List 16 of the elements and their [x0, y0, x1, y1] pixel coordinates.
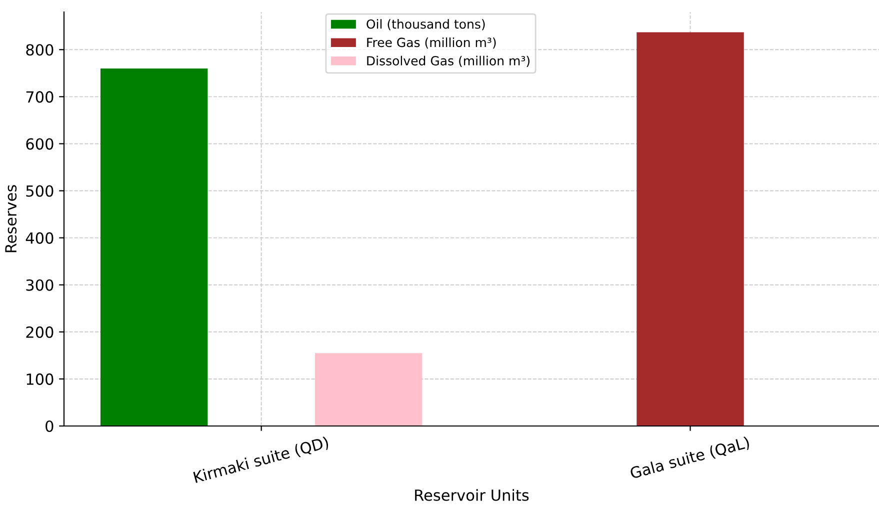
legend-label: Dissolved Gas (million m³) — [367, 56, 530, 67]
y-axis-title: Reserves — [5, 185, 17, 252]
y-tick-label: 300 — [26, 279, 54, 291]
y-tick-label: 400 — [26, 232, 54, 244]
y-tick-label: 100 — [26, 373, 54, 385]
y-tick-label: 0 — [46, 420, 54, 432]
y-tick-label: 200 — [26, 326, 54, 338]
legend-label: Oil (thousand tons) — [366, 19, 485, 30]
x-tick-label: Kirmaki suite (QD) — [193, 436, 330, 485]
legend-label: Free Gas (million m³) — [367, 37, 496, 49]
y-tick-label: 800 — [26, 44, 54, 56]
y-tick-label: 700 — [26, 91, 54, 103]
x-axis-title: Reservoir Units — [415, 489, 529, 501]
y-tick-label: 500 — [26, 185, 54, 197]
x-tick-label: Gala suite (QaL) — [629, 436, 750, 481]
y-tick-label: 600 — [26, 138, 54, 150]
